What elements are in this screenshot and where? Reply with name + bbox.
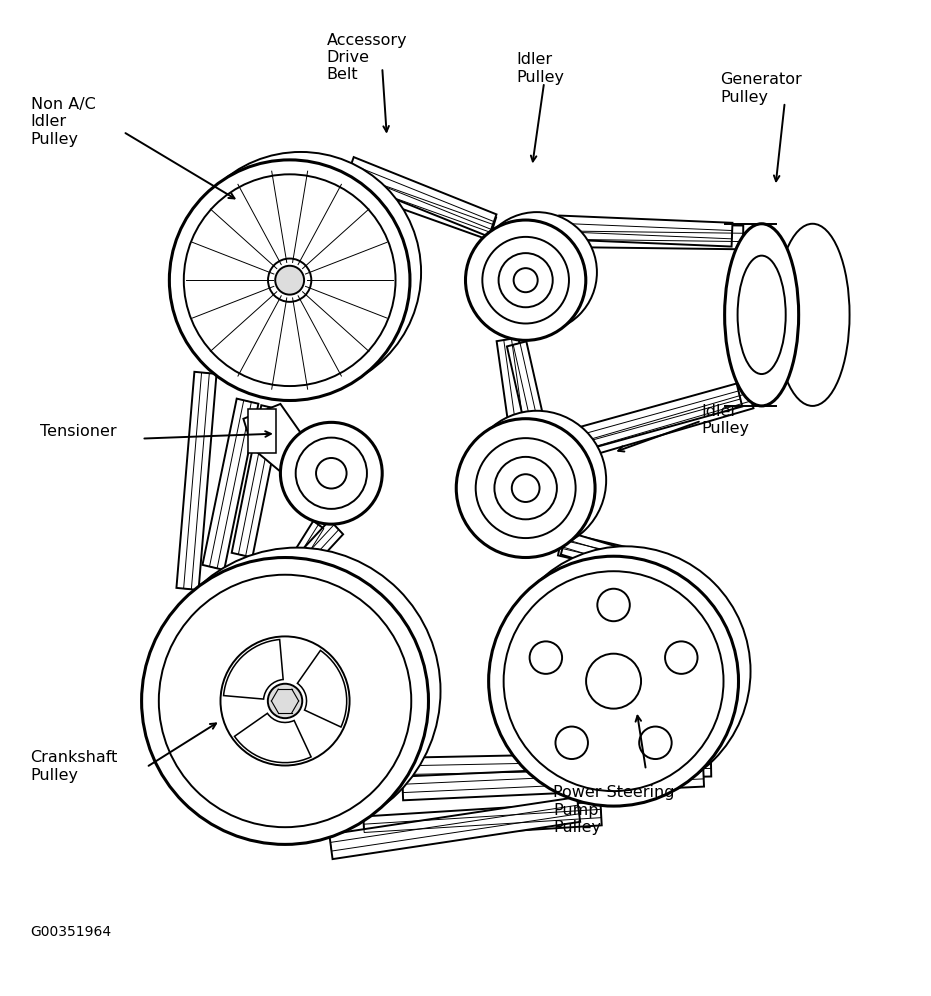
Text: Power Steering
Pump
Pulley: Power Steering Pump Pulley bbox=[553, 785, 675, 835]
Polygon shape bbox=[574, 385, 753, 459]
Circle shape bbox=[268, 259, 311, 302]
Polygon shape bbox=[506, 342, 543, 417]
Circle shape bbox=[159, 575, 412, 828]
Polygon shape bbox=[304, 520, 344, 563]
Circle shape bbox=[494, 457, 557, 519]
Circle shape bbox=[476, 438, 575, 538]
Ellipse shape bbox=[737, 256, 786, 374]
Ellipse shape bbox=[724, 224, 799, 406]
Wedge shape bbox=[297, 650, 346, 727]
Circle shape bbox=[276, 266, 304, 295]
Circle shape bbox=[169, 160, 410, 400]
Circle shape bbox=[512, 474, 540, 502]
Circle shape bbox=[466, 220, 586, 341]
Circle shape bbox=[587, 653, 641, 708]
Circle shape bbox=[268, 683, 303, 718]
Polygon shape bbox=[496, 338, 530, 420]
Circle shape bbox=[665, 641, 697, 674]
Circle shape bbox=[221, 636, 349, 766]
Polygon shape bbox=[248, 409, 276, 453]
Polygon shape bbox=[559, 215, 733, 247]
Polygon shape bbox=[402, 763, 704, 801]
Text: Accessory
Drive
Belt: Accessory Drive Belt bbox=[327, 33, 407, 83]
Polygon shape bbox=[232, 405, 282, 558]
Circle shape bbox=[142, 558, 428, 845]
Circle shape bbox=[504, 572, 723, 791]
Circle shape bbox=[556, 726, 588, 759]
Text: G00351964: G00351964 bbox=[31, 924, 112, 938]
Text: Idler
Pulley: Idler Pulley bbox=[517, 53, 564, 85]
Polygon shape bbox=[558, 532, 647, 575]
Circle shape bbox=[499, 253, 553, 307]
Circle shape bbox=[489, 556, 738, 806]
Text: Idler
Pulley: Idler Pulley bbox=[701, 404, 749, 436]
Circle shape bbox=[154, 548, 440, 835]
Polygon shape bbox=[561, 223, 743, 249]
Wedge shape bbox=[235, 713, 311, 763]
Circle shape bbox=[456, 418, 595, 558]
Polygon shape bbox=[575, 383, 742, 451]
Circle shape bbox=[530, 641, 562, 674]
Text: Generator
Pulley: Generator Pulley bbox=[720, 73, 802, 105]
Polygon shape bbox=[243, 404, 322, 483]
Ellipse shape bbox=[776, 224, 850, 406]
Circle shape bbox=[316, 458, 346, 488]
Polygon shape bbox=[292, 521, 329, 566]
Circle shape bbox=[183, 174, 396, 386]
Circle shape bbox=[181, 152, 421, 392]
Polygon shape bbox=[177, 372, 217, 590]
Circle shape bbox=[501, 547, 750, 796]
Circle shape bbox=[482, 237, 569, 324]
Circle shape bbox=[467, 410, 606, 550]
Text: Tensioner: Tensioner bbox=[40, 423, 116, 439]
Polygon shape bbox=[330, 797, 580, 860]
Circle shape bbox=[598, 589, 629, 622]
Wedge shape bbox=[223, 639, 283, 699]
Circle shape bbox=[640, 726, 671, 759]
Circle shape bbox=[280, 422, 383, 524]
Text: Non A/C
Idler
Pulley: Non A/C Idler Pulley bbox=[31, 97, 95, 146]
Circle shape bbox=[296, 437, 367, 509]
Polygon shape bbox=[412, 752, 711, 783]
Polygon shape bbox=[346, 157, 496, 237]
Circle shape bbox=[514, 268, 538, 292]
Circle shape bbox=[477, 212, 597, 333]
Polygon shape bbox=[560, 532, 635, 575]
Polygon shape bbox=[202, 398, 259, 570]
Polygon shape bbox=[352, 168, 496, 240]
Text: Crankshaft
Pulley: Crankshaft Pulley bbox=[31, 750, 118, 783]
Polygon shape bbox=[363, 802, 601, 841]
